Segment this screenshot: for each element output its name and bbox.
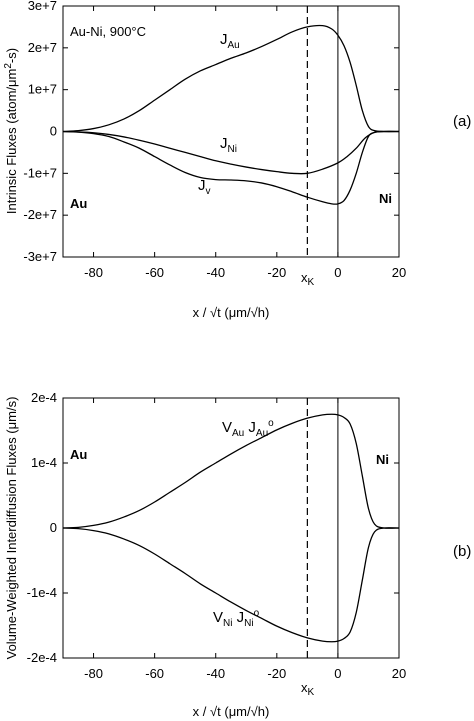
series-line-0 [62, 413, 400, 529]
series-label-jni: JNi [220, 135, 237, 155]
y-tick-label: 1e-4 [31, 455, 57, 470]
kirkendall-label-a: xK [301, 270, 315, 288]
series-label-jv: Jv [198, 177, 211, 197]
series-b [62, 413, 400, 643]
y-tick-label: -1e-4 [27, 585, 57, 600]
y-tick-label: -2e+7 [23, 207, 57, 222]
series-line-2 [62, 130, 400, 205]
y-tick-label: 2e-4 [31, 390, 57, 405]
y-tick-label: -1e+7 [23, 165, 57, 180]
series-label-jau: JAu [220, 31, 240, 51]
region-label-right-a: Ni [379, 191, 392, 206]
x-tick-label: -80 [84, 666, 103, 681]
y-tick-labels-a: -3e+7 -2e+7 -1e+7 0 1e+7 2e+7 3e+7 [23, 0, 57, 264]
x-tick-label: -20 [267, 666, 286, 681]
region-label-right-b: Ni [376, 452, 389, 467]
x-tick-label: -40 [206, 265, 225, 280]
x-tick-labels-b: -80 -60 -40 -20 0 20 [84, 666, 406, 681]
y-axis-label-b: Volume-Weighted Interdiffusion Fluxes (μ… [4, 397, 19, 660]
region-label-left-a: Au [70, 196, 87, 211]
y-tick-label: 1e+7 [28, 82, 57, 97]
series-line-1 [62, 130, 400, 175]
x-tick-label: -80 [84, 265, 103, 280]
chart-b: -2e-4 -1e-4 0 1e-4 2e-4 -80 -60 -40 -20 0 20 VAu … [4, 390, 471, 719]
panel-label-b: (b) [453, 543, 471, 560]
y-tick-label: 2e+7 [28, 40, 57, 55]
x-tick-label: -20 [267, 265, 286, 280]
y-tick-label: -2e-4 [27, 650, 57, 665]
x-axis-label-a: x / √t (μm/√h) [193, 305, 270, 320]
kirkendall-label-b: xK [301, 680, 315, 698]
x-axis-label-b: x / √t (μm/√h) [193, 704, 270, 719]
series-label-vau: VAu JAuo [222, 418, 274, 439]
chart-a: -3e+7 -2e+7 -1e+7 0 1e+7 2e+7 3e+7 -80 -60 -40 -2… [3, 0, 471, 320]
y-axis-label-a: Intrinsic Fluxes (atom/μm2-s) [3, 48, 19, 214]
x-tick-label: -40 [206, 666, 225, 681]
region-label-left-b: Au [70, 447, 87, 462]
series-label-vni: VNi JNio [213, 608, 260, 629]
x-tick-label: 0 [334, 666, 341, 681]
y-tick-label: -3e+7 [23, 249, 57, 264]
x-tick-label: -60 [145, 265, 164, 280]
series-line-0 [62, 24, 400, 133]
y-tick-labels-b: -2e-4 -1e-4 0 1e-4 2e-4 [27, 390, 57, 665]
x-tick-labels-a: -80 -60 -40 -20 0 20 [84, 265, 406, 280]
x-tick-label: 20 [392, 265, 406, 280]
annotation-a: Au-Ni, 900°C [70, 24, 146, 39]
panel-label-a: (a) [453, 113, 471, 130]
series-a [62, 24, 400, 205]
series-line-1 [62, 527, 400, 643]
x-tick-label: 0 [334, 265, 341, 280]
y-tick-label: 0 [50, 520, 57, 535]
x-tick-label: 20 [392, 666, 406, 681]
x-tick-label: -60 [145, 666, 164, 681]
y-tick-label: 3e+7 [28, 0, 57, 13]
y-tick-label: 0 [50, 124, 57, 139]
